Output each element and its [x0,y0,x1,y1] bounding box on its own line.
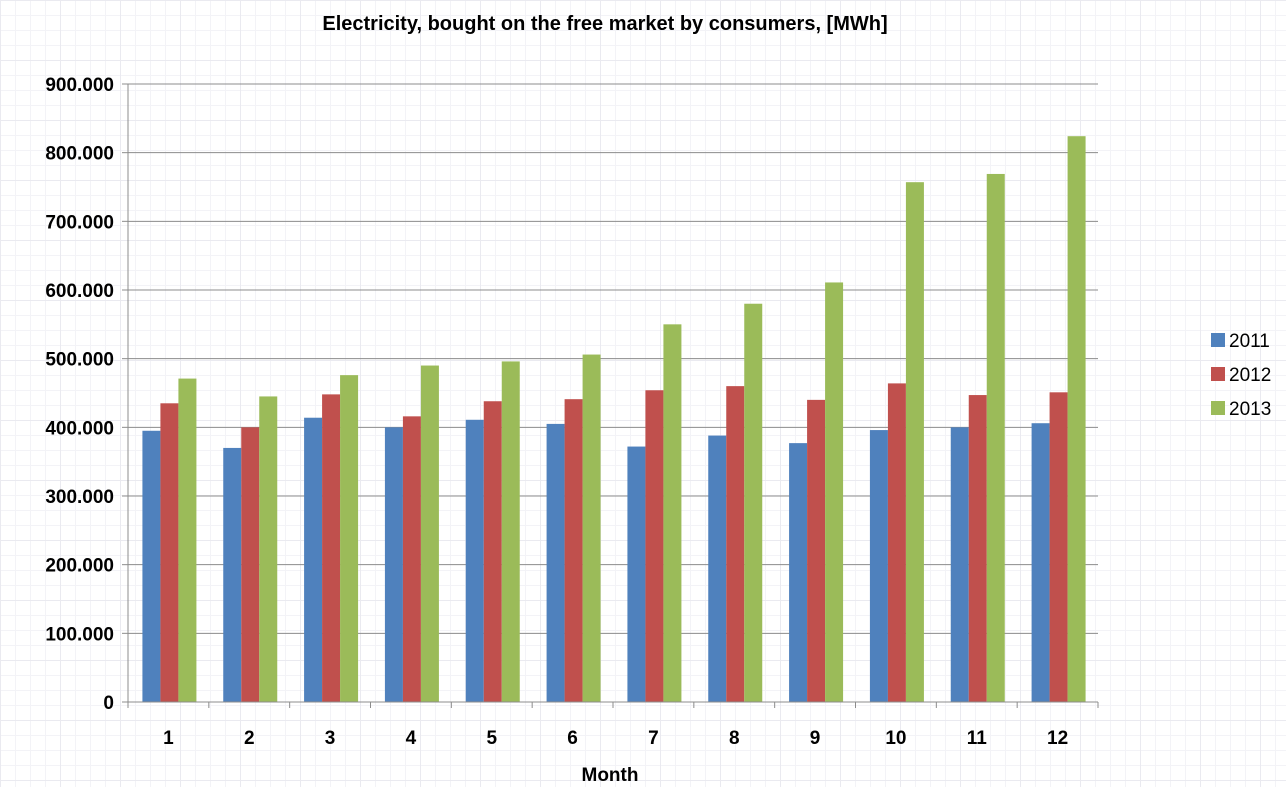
bar-2011-month-4 [384,427,403,702]
x-tick-label: 9 [810,728,821,749]
bar-2013-month-11 [986,173,1005,702]
x-tick-label: 5 [486,728,497,749]
bar-2012-month-8 [726,386,745,702]
legend-swatch-2013 [1211,401,1225,415]
bar-2011-month-11 [950,427,969,702]
bar-2011-month-9 [789,443,808,702]
y-tick-label: 0 [103,693,114,714]
x-tick-label: 8 [729,728,740,749]
bar-2011-month-12 [1031,423,1050,702]
legend-label-2011: 2011 [1229,331,1270,352]
x-tick-label: 1 [163,728,174,749]
legend-label-2013: 2013 [1229,399,1271,420]
bar-2012-month-3 [322,394,341,702]
y-tick-label: 900.000 [45,75,114,96]
legend-swatch-2011 [1211,333,1225,347]
bar-2011-month-1 [142,430,161,702]
legend-swatch-2012 [1211,367,1225,381]
bar-2013-month-6 [582,354,601,702]
bar-2012-month-10 [887,383,906,702]
bar-2013-month-9 [825,282,844,702]
bar-2012-month-5 [483,401,502,702]
legend: 2011 2012 2013 [1211,331,1271,420]
bar-2012-month-7 [645,390,664,702]
x-tick-label: 11 [967,728,988,749]
bar-2011-month-10 [869,430,888,702]
x-tick-label: 6 [567,728,578,749]
y-tick-label: 800.000 [45,144,114,165]
bar-2012-month-11 [968,395,987,702]
gridlines [128,83,1098,634]
legend-label-2012: 2012 [1229,365,1271,386]
x-tick-label: 12 [1047,728,1068,749]
bar-2011-month-6 [546,423,565,702]
x-tick-labels: 1 2 3 4 5 6 7 8 9 10 11 12 [163,728,1068,749]
bar-2013-month-5 [501,361,520,702]
bar-2013-month-7 [663,324,682,702]
bar-2011-month-2 [223,447,242,702]
x-tick-label: 2 [244,728,255,749]
bar-2011-month-8 [708,435,727,702]
bar-2012-month-12 [1049,392,1068,702]
x-tick-label: 10 [885,728,906,749]
y-tick-label: 100.000 [45,624,114,645]
x-axis-label: Month [582,765,639,786]
chart-title: Electricity, bought on the free market b… [322,13,887,35]
y-tick-label: 700.000 [45,212,114,233]
y-tick-label: 400.000 [45,418,114,439]
x-tick-label: 3 [325,728,336,749]
y-tick-labels: 0 100.000 200.000 300.000 400.000 500.000 600.… [45,75,114,714]
bars [142,136,1086,703]
bar-2012-month-9 [807,399,826,702]
bar-2012-month-2 [241,427,260,702]
y-tick-label: 600.000 [45,281,114,302]
bar-2013-month-1 [178,378,197,702]
bar-2011-month-5 [465,419,484,702]
bar-2012-month-1 [160,403,179,702]
y-tick-label: 300.000 [45,487,114,508]
bar-2011-month-3 [304,417,323,702]
y-tick-label: 200.000 [45,556,114,577]
bar-2013-month-3 [340,375,359,702]
bar-2012-month-6 [564,399,583,702]
axes [122,83,1099,708]
bar-2012-month-4 [402,416,421,702]
bar-2013-month-10 [905,182,924,702]
bar-2011-month-7 [627,446,646,702]
bar-2013-month-4 [420,365,439,702]
x-tick-label: 4 [406,728,417,749]
bar-2013-month-8 [744,303,763,702]
bar-2013-month-2 [259,396,278,702]
x-tick-label: 7 [648,728,659,749]
y-tick-label: 500.000 [45,350,114,371]
bar-2013-month-12 [1067,136,1086,703]
